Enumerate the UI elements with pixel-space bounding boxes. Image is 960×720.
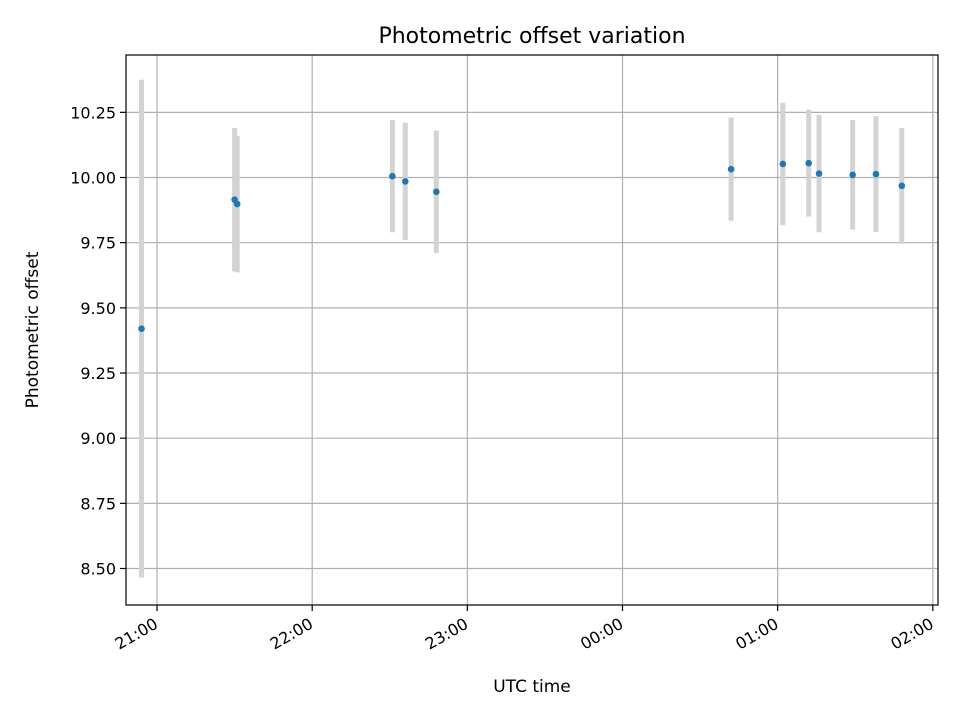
data-point [727,165,735,173]
data-point [138,325,145,332]
data-point [872,170,880,178]
data-point [805,159,813,167]
plot-area [126,55,938,605]
data-points [138,159,906,332]
x-axis-label: UTC time [493,677,571,697]
data-point [433,188,440,196]
data-point [849,171,856,179]
data-point [233,200,241,208]
y-tick-label: 10.25 [70,103,116,122]
grid-lines [126,55,938,605]
y-tick-label: 9.75 [80,234,116,253]
data-point [815,170,823,177]
y-tick-label: 8.75 [80,494,116,513]
y-tick-label: 9.25 [80,364,116,383]
data-point [389,172,396,180]
y-tick-label: 9.00 [80,429,116,448]
data-point [779,160,787,168]
plot-frame [125,54,939,606]
y-tick-label: 8.50 [80,560,116,579]
y-axis-label: Photometric offset [23,251,43,408]
y-axis-ticks: 8.50 8.75 9.00 9.25 9.50 9.75 10.00 10.25 [70,103,126,579]
data-point [401,178,409,185]
data-point [898,182,906,190]
y-tick-label: 9.50 [80,299,116,318]
chart-title: Photometric offset variation [378,24,685,49]
y-tick-label: 10.00 [70,169,116,188]
